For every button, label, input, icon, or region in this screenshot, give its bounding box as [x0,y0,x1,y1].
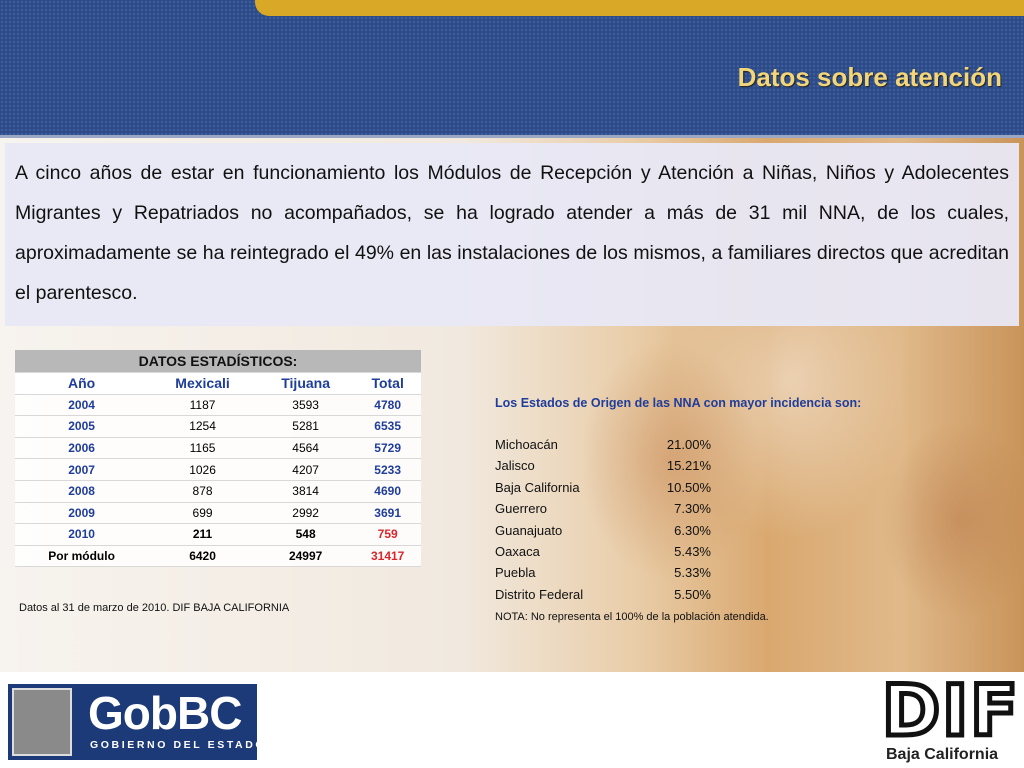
table-cell: 2005 [15,415,149,438]
state-name: Puebla [495,565,536,581]
dif-logo: DIF [880,668,1021,755]
table-cell: 1026 [148,458,257,481]
table-cell: 6420 [148,545,257,568]
table-cell: 4207 [256,458,355,481]
table-body: 2004 1187 3593 4780 2005 1254 5281 6535 2006 1165… [15,394,421,568]
table-cell: 1165 [148,437,257,460]
dif-logo-sub: Baja California [886,746,999,763]
table-cell: 4690 [354,480,421,503]
column-header: Tijuana [256,372,355,395]
state-name: Michoacán [495,437,558,452]
table-row: 2006 1165 4564 5729 [15,437,421,460]
state-name: Guerrero [495,501,548,517]
state-row: Jalisco 15.21% [495,458,711,473]
table-title: DATOS ESTADÍSTICOS: [15,350,421,373]
table-cell: 699 [148,502,257,525]
state-row: Guerrero 7.30% [495,501,711,516]
table-cell: 6535 [354,415,421,438]
table-cell: Por módulo [15,545,149,568]
column-header: Total [354,372,421,395]
table-cell: 2992 [256,502,355,525]
table-header-row: Año Mexicali Tijuana Total [15,372,421,395]
table-cell: 2009 [15,502,149,525]
states-note: NOTA: No representa el 100% de la poblac… [495,611,769,623]
state-name: Jalisco [495,458,535,474]
table-cell: 1254 [148,415,257,438]
table-cell: 878 [148,480,257,503]
source-note: Datos al 31 de marzo de 2010. DIF BAJA C… [19,602,290,614]
state-value: 6.30% [674,522,711,538]
table-cell: 3593 [256,394,355,417]
header-band [0,0,1024,138]
table-caption-row: DATOS ESTADÍSTICOS: [15,350,421,373]
gob-logo-sub: GOBIERNO DEL ESTADO [90,739,267,751]
state-value: 5.43% [674,544,711,559]
stats-table: DATOS ESTADÍSTICOS: Año Mexicali Tijuana To… [15,350,421,568]
table-cell: 2004 [15,394,149,417]
table-cell: 2007 [15,458,149,481]
table-cell: 548 [256,523,355,546]
state-value: 5.33% [674,565,711,581]
table-row: 2004 1187 3593 4780 [15,394,421,417]
header-accent [255,0,1024,16]
column-header: Año [15,372,149,395]
intro-text: A cinco años de estar en funcionamiento … [5,143,1019,326]
state-name: Baja California [495,479,580,495]
state-value: 5.50% [674,586,711,602]
table-row: 2007 1026 4207 5233 [15,458,421,481]
state-value: 10.50% [666,479,711,495]
table-cell: 4780 [354,394,421,417]
state-row: Guanajuato 6.30% [495,523,711,538]
state-value: 15.21% [666,458,711,474]
state-row: Distrito Federal 5.50% [495,587,711,602]
table-cell: 2008 [15,480,149,503]
table-cell: 5233 [354,458,421,481]
shield-icon [12,688,72,756]
table-cell: 4564 [256,437,355,460]
table-cell: 3691 [354,502,421,525]
states-title: Los Estados de Origen de las NNA con may… [495,396,862,410]
state-value: 7.30% [674,501,711,517]
table-row: 2009 699 2992 3691 [15,502,421,525]
table-cell: 31417 [354,545,421,568]
state-row: Oaxaca 5.43% [495,544,711,559]
state-row: Puebla 5.33% [495,565,711,580]
background-photo [520,320,1024,672]
table-cell: 3814 [256,480,355,503]
table-cell: 5281 [256,415,355,438]
table-cell: 2006 [15,437,149,460]
table-row: 2008 878 3814 4690 [15,480,421,503]
gob-logo-text: GobBC [88,687,242,739]
state-row: Baja California 10.50% [495,480,711,495]
state-name: Oaxaca [495,544,540,559]
state-value: 21.00% [666,437,711,452]
column-header: Mexicali [148,372,257,395]
table-cell: 1187 [148,394,257,417]
table-cell: 759 [354,523,421,546]
state-name: Distrito Federal [495,586,584,602]
table-cell: 2010 [15,523,149,546]
table-row: Por módulo 6420 24997 31417 [15,545,421,568]
table-cell: 5729 [354,437,421,460]
table-cell: 211 [148,523,257,546]
state-row: Michoacán 21.00% [495,437,711,452]
table-row: 2005 1254 5281 6535 [15,415,421,438]
slide-title: Datos sobre atención [737,62,1002,92]
state-name: Guanajuato [495,522,563,538]
table-row: 2010 211 548 759 [15,523,421,546]
table-cell: 24997 [256,545,355,568]
